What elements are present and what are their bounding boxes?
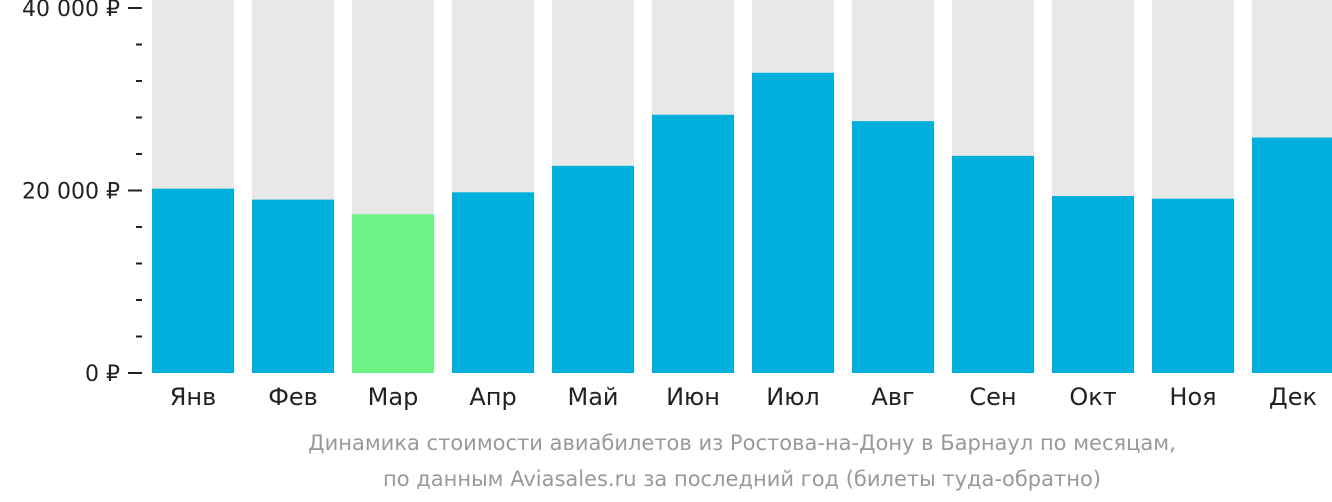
x-tick-label: Ноя xyxy=(1169,383,1216,411)
x-tick-label: Окт xyxy=(1069,383,1116,411)
bar xyxy=(652,114,734,373)
x-tick-label: Мар xyxy=(368,383,419,411)
x-tick-label: Июн xyxy=(666,383,720,411)
x-axis-labels: Янв Фев Мар Апр Май Июн Июл Авг Сен Окт Ноя Дек xyxy=(170,383,1317,411)
chart-caption-line-1: Динамика стоимости авиабилетов из Ростов… xyxy=(308,431,1176,455)
bar xyxy=(452,192,534,373)
bar xyxy=(1052,195,1134,373)
chart-caption-line-2: по данным Aviasales.ru за последний год … xyxy=(383,467,1101,491)
x-tick-label: Апр xyxy=(469,383,516,411)
bar xyxy=(252,199,334,373)
bar-lowest-price xyxy=(352,214,434,373)
x-tick-label: Июл xyxy=(766,383,820,411)
bar xyxy=(552,165,634,373)
bars xyxy=(152,0,1332,374)
bar xyxy=(1152,198,1234,373)
x-tick-label: Янв xyxy=(170,383,217,411)
bar xyxy=(152,188,234,373)
bar xyxy=(1252,137,1332,373)
y-tick-label: 40 000 ₽ xyxy=(22,0,120,22)
x-tick-label: Авг xyxy=(871,383,914,411)
y-tick-label: 20 000 ₽ xyxy=(22,180,120,205)
x-tick-label: Май xyxy=(567,383,618,411)
x-tick-label: Фев xyxy=(268,383,318,411)
bar xyxy=(752,72,834,373)
x-tick-label: Дек xyxy=(1269,383,1317,411)
y-tick-label: 0 ₽ xyxy=(85,362,120,387)
bar xyxy=(852,121,934,374)
y-axis: 0 ₽ 20 000 ₽ 40 000 ₽ xyxy=(22,0,142,387)
bar xyxy=(952,155,1034,373)
x-tick-label: Сен xyxy=(969,383,1016,411)
